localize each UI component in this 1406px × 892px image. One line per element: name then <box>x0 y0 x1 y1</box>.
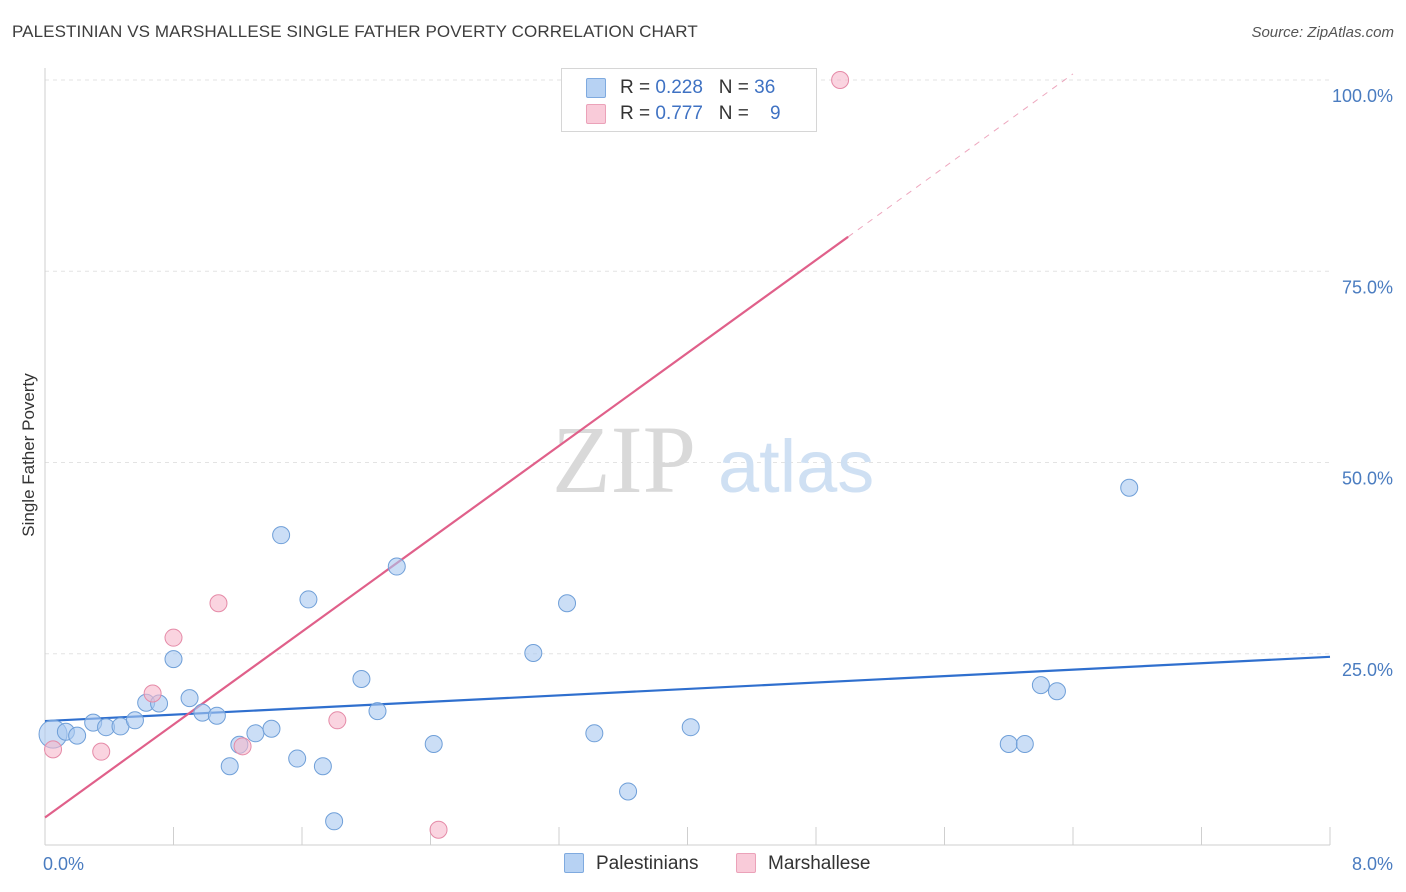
point-0-12 <box>207 706 226 725</box>
y-tick-labels: 25.0% 50.0% 75.0% 100.0% <box>1332 86 1393 680</box>
legend-n-value: 36 <box>754 77 776 98</box>
y-tick-label-2: 75.0% <box>1342 277 1393 297</box>
point-0-15 <box>246 724 265 743</box>
point-0-29 <box>619 782 638 801</box>
point-0-21 <box>325 812 344 831</box>
point-0-10 <box>180 689 199 708</box>
point-0-17 <box>272 526 291 545</box>
watermark: ZIP atlas <box>552 406 874 513</box>
point-1-7 <box>429 820 448 839</box>
point-1-1 <box>92 742 111 761</box>
point-1-8 <box>831 71 850 89</box>
point-0-23 <box>368 702 387 721</box>
bottom-legend-label-marshallese: Marshallese <box>768 853 871 874</box>
legend-r-value: 0.228 <box>655 77 703 98</box>
y-tick-label-0: 25.0% <box>1342 660 1393 680</box>
y-axis-label: Single Father Poverty <box>19 373 38 537</box>
point-0-28 <box>585 724 604 743</box>
legend-r-value: 0.777 <box>655 103 703 124</box>
y-tick-label-3: 100.0% <box>1332 86 1393 106</box>
trend-line-extension-1 <box>847 73 1074 238</box>
legend-r-label: R = <box>620 103 656 124</box>
point-0-2 <box>68 726 87 745</box>
point-0-18 <box>288 749 307 768</box>
legend-r-label: R = <box>620 77 656 98</box>
trend-lines <box>44 73 1331 819</box>
legend-n-value: 9 <box>769 103 781 124</box>
point-0-13 <box>220 757 239 776</box>
point-0-35 <box>1120 478 1139 497</box>
point-0-27 <box>558 594 577 613</box>
point-0-33 <box>1031 676 1050 695</box>
bottom-legend-swatch-palestinians <box>564 853 584 873</box>
y-tick-label-1: 50.0% <box>1342 469 1393 489</box>
point-1-5 <box>233 737 252 756</box>
x-tick-labels: 0.0% 8.0% <box>43 854 1393 874</box>
x-tick-label-1: 8.0% <box>1352 854 1393 874</box>
point-1-2 <box>143 684 162 703</box>
point-1-3 <box>164 628 183 647</box>
point-0-24 <box>387 557 406 576</box>
axes <box>44 68 1331 846</box>
point-0-25 <box>424 735 443 754</box>
point-1-6 <box>328 711 347 730</box>
point-0-19 <box>299 590 318 609</box>
source-label: Source: ZipAtlas.com <box>1251 24 1394 41</box>
point-0-20 <box>313 757 332 776</box>
point-0-16 <box>262 719 281 738</box>
legend-swatch-palestinians <box>586 78 606 98</box>
point-0-6 <box>125 711 144 730</box>
legend-n-label: N = <box>718 77 755 98</box>
grid-lines <box>45 79 1330 655</box>
legend-swatch-marshallese <box>586 104 606 124</box>
point-0-9 <box>164 650 183 669</box>
trend-line-0 <box>44 655 1331 723</box>
watermark-zip: ZIP <box>552 406 696 513</box>
legend-n-label: N = <box>718 103 755 124</box>
legend-box: R = 0.228 N = 36 R = 0.777 N = 9 <box>561 68 817 132</box>
point-0-26 <box>524 643 543 662</box>
bottom-legend-label-palestinians: Palestinians <box>596 853 699 874</box>
point-0-22 <box>352 669 371 688</box>
point-0-34 <box>1047 682 1066 701</box>
point-0-31 <box>999 735 1018 754</box>
point-0-30 <box>681 718 700 737</box>
watermark-atlas: atlas <box>718 425 874 508</box>
chart-title: PALESTINIAN VS MARSHALLESE SINGLE FATHER… <box>12 22 698 41</box>
x-tick-label-0: 0.0% <box>43 854 84 874</box>
trend-line-1 <box>44 235 849 819</box>
point-1-0 <box>44 740 63 759</box>
bottom-legend-swatch-marshallese <box>736 853 756 873</box>
data-points <box>38 71 1139 839</box>
point-0-32 <box>1015 735 1034 754</box>
point-1-4 <box>209 594 228 613</box>
